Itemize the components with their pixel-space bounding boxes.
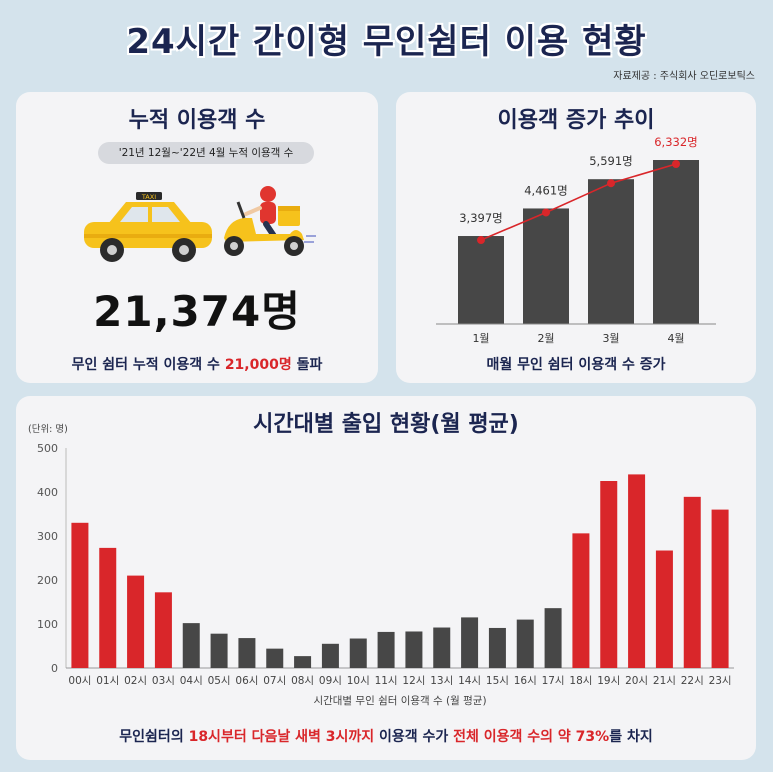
hourly-bar xyxy=(433,627,451,668)
hourly-y-tick: 100 xyxy=(37,618,58,631)
trend-line xyxy=(480,163,677,241)
page-title: 24시간 간이형 무인쉼터 이용 현황 xyxy=(126,22,647,62)
trend-value-label: 5,591명 xyxy=(589,154,633,168)
hourly-bar xyxy=(294,656,312,668)
hourly-bar xyxy=(238,638,256,668)
trend-bar xyxy=(653,160,699,324)
hourly-bar xyxy=(683,496,701,668)
trend-bar xyxy=(458,236,504,324)
hourly-x-tick: 19시 xyxy=(597,675,620,687)
hourly-bar xyxy=(99,547,117,668)
trend-x-label: 3월 xyxy=(602,332,619,345)
hourly-x-tick: 17시 xyxy=(542,675,565,687)
hourly-bar xyxy=(377,631,395,668)
hourly-bar xyxy=(405,631,423,668)
hourly-bar xyxy=(600,481,618,668)
trend-point xyxy=(672,160,680,168)
hourly-card: 시간대별 출입 현황(월 평균) (단위: 명) 0 100 200 300 400 500… xyxy=(16,396,756,760)
hourly-bar xyxy=(572,533,590,668)
taxi-sign-text: TAXI xyxy=(141,193,156,201)
hourly-x-tick: 04시 xyxy=(180,675,203,687)
trend-caption: 매월 무인 쉼터 이용객 수 증가 xyxy=(486,357,666,373)
hourly-x-tick: 06시 xyxy=(235,675,258,687)
trend-value-label: 4,461명 xyxy=(524,183,568,197)
hourly-x-tick: 15시 xyxy=(486,675,509,687)
hourly-bar xyxy=(182,623,200,668)
hourly-x-tick: 16시 xyxy=(514,675,537,687)
source-credit: 자료제공 : 주식회사 오딘로보틱스 xyxy=(613,71,755,82)
hourly-caption: 무인쉼터의 18시부터 다음날 새벽 3시까지 이용객 수가 전체 이용객 수의… xyxy=(119,729,653,745)
trend-card: 이용객 증가 추이 3,397명 1월 4,461명 2월 5,591명 3월 6,332명… xyxy=(396,92,756,383)
hourly-bar xyxy=(321,643,339,668)
hourly-bar xyxy=(127,575,145,668)
hourly-x-tick: 11시 xyxy=(375,675,398,687)
hourly-x-tick: 13시 xyxy=(430,675,453,687)
hourly-x-tick: 05시 xyxy=(208,675,231,687)
delivery-scooter-icon xyxy=(224,186,316,256)
hourly-bar xyxy=(628,474,646,668)
hourly-bar xyxy=(210,633,228,668)
trend-x-label: 2월 xyxy=(537,332,554,345)
hourly-x-tick: 23시 xyxy=(709,675,732,687)
hourly-y-tick: 300 xyxy=(37,530,58,543)
hourly-x-tick: 01시 xyxy=(96,675,119,687)
hourly-x-tick: 18시 xyxy=(569,675,592,687)
hourly-x-tick: 03시 xyxy=(152,675,175,687)
hourly-x-tick: 21시 xyxy=(653,675,676,687)
trend-bar xyxy=(523,208,569,324)
hourly-bar xyxy=(71,522,89,668)
hourly-x-tick: 14시 xyxy=(458,675,481,687)
hourly-x-label: 시간대별 무인 쉼터 이용객 수 (월 평균) xyxy=(313,695,486,707)
hourly-x-tick: 08시 xyxy=(291,675,314,687)
hourly-y-tick: 400 xyxy=(37,486,58,499)
hourly-x-tick: 12시 xyxy=(402,675,425,687)
hourly-x-tick: 10시 xyxy=(347,675,370,687)
hourly-x-tick: 09시 xyxy=(319,675,342,687)
hourly-bar xyxy=(266,648,284,668)
trend-x-label: 1월 xyxy=(472,332,489,345)
hourly-y-tick: 200 xyxy=(37,574,58,587)
trend-chart: 3,397명 1월 4,461명 2월 5,591명 3월 6,332명 4월 xyxy=(436,135,716,345)
cumulative-total: 21,374명 xyxy=(93,287,301,336)
hourly-chart: (단위: 명) 0 100 200 300 400 500 00시 01시 02시 03시 04시 05… xyxy=(28,423,734,707)
hourly-bar xyxy=(461,617,479,668)
hourly-y-tick: 0 xyxy=(51,662,58,675)
cumulative-caption: 무인 쉼터 누적 이용객 수 21,000명 돌파 xyxy=(71,357,323,373)
hourly-bar xyxy=(488,627,506,668)
trend-point xyxy=(607,179,615,188)
trend-title: 이용객 증가 추이 xyxy=(497,108,655,133)
hourly-title: 시간대별 출입 현황(월 평균) xyxy=(253,412,519,437)
hourly-x-tick: 00시 xyxy=(68,675,91,687)
hourly-bar xyxy=(154,592,172,668)
hourly-unit-label: (단위: 명) xyxy=(28,423,68,435)
hourly-bar xyxy=(655,550,673,668)
hourly-bar xyxy=(516,619,534,668)
cumulative-card: 누적 이용객 수 '21년 12월~'22년 4월 누적 이용객 수 TAXI … xyxy=(16,92,378,383)
hourly-x-tick: 20시 xyxy=(625,675,648,687)
cumulative-title: 누적 이용객 수 xyxy=(128,108,266,133)
trend-value-label: 3,397명 xyxy=(459,211,503,225)
trend-bar xyxy=(588,179,634,324)
hourly-x-tick: 02시 xyxy=(124,675,147,687)
hourly-x-tick: 07시 xyxy=(263,675,286,687)
trend-point xyxy=(542,208,550,217)
trend-value-label: 6,332명 xyxy=(654,135,698,149)
cumulative-caption-highlight: 21,000명 xyxy=(224,357,292,373)
hourly-bar xyxy=(349,638,367,668)
period-badge: '21년 12월~'22년 4월 누적 이용객 수 xyxy=(98,142,314,164)
hourly-x-tick: 22시 xyxy=(681,675,704,687)
hourly-bar xyxy=(544,608,562,668)
trend-point xyxy=(477,236,485,245)
taxi-icon: TAXI xyxy=(84,192,212,262)
hourly-y-tick: 500 xyxy=(37,442,58,455)
trend-x-label: 4월 xyxy=(667,332,684,345)
hourly-bar xyxy=(711,509,729,668)
